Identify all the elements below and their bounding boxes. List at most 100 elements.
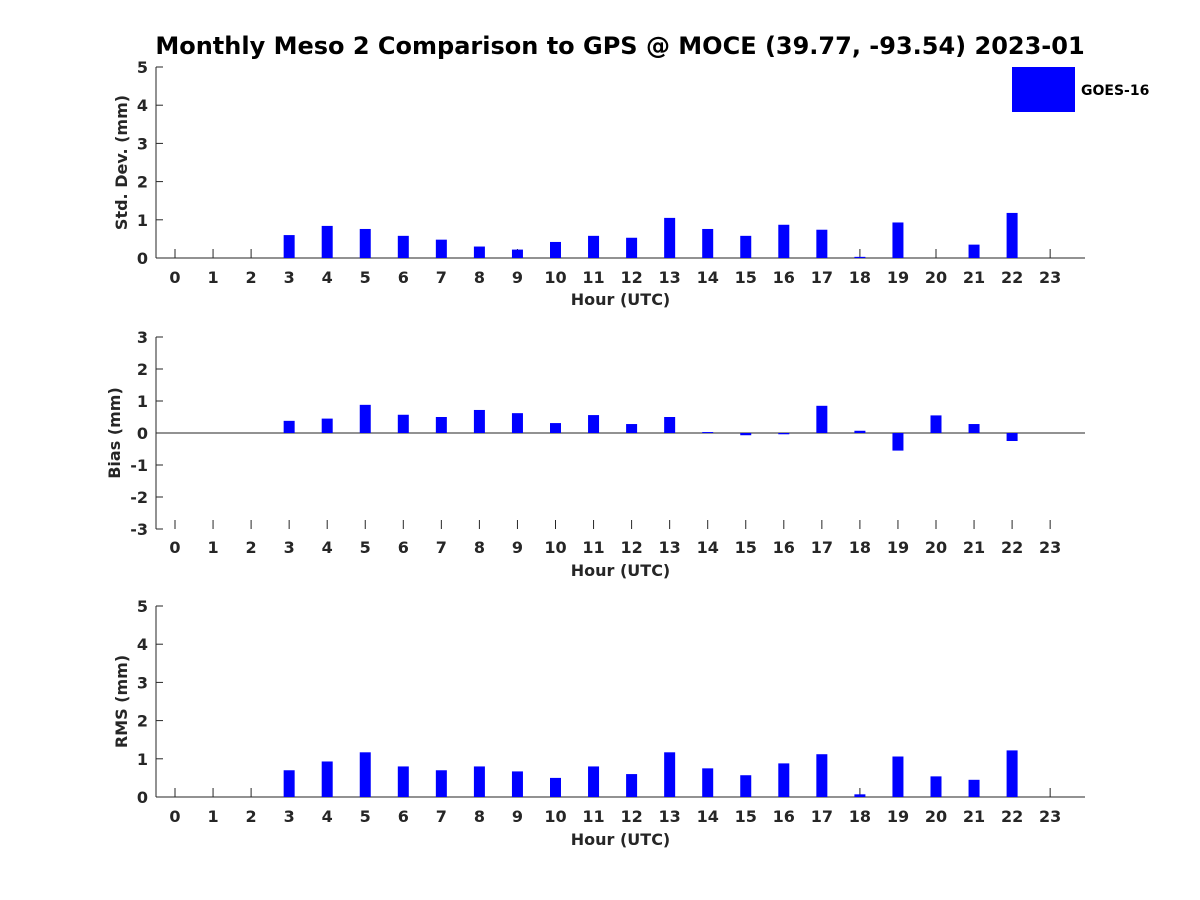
- legend-label: GOES-16: [1081, 83, 1149, 99]
- bias-x-tick-label: 5: [360, 538, 371, 557]
- bias-x-tick-label: 6: [398, 538, 409, 557]
- bias-x-tick-label: 15: [735, 538, 757, 557]
- std-dev-y-tick-label: 1: [137, 211, 148, 230]
- bias-x-tick-label: 21: [963, 538, 985, 557]
- bias-x-tick-label: 11: [582, 538, 604, 557]
- bias-y-tick-label: -2: [130, 488, 148, 507]
- rms-bar: [435, 770, 447, 797]
- bias-bar: [854, 430, 866, 433]
- bias-bar: [359, 404, 371, 433]
- bias-bar: [550, 423, 561, 433]
- rms-y-tick-label: 0: [137, 788, 148, 807]
- rms-bar: [816, 754, 828, 797]
- bias-x-tick-label: 2: [246, 538, 257, 557]
- std-dev-y-axis-label: Std. Dev. (mm): [112, 95, 131, 230]
- std-dev-bar: [740, 235, 752, 258]
- rms-x-tick-label: 10: [544, 807, 566, 826]
- rms-x-tick-label: 4: [322, 807, 333, 826]
- std-dev-bar: [892, 222, 904, 258]
- bias-x-tick-label: 22: [1001, 538, 1023, 557]
- bias-bar: [778, 433, 790, 435]
- bias-bar: [892, 433, 904, 451]
- std-dev-x-tick-label: 21: [963, 268, 985, 287]
- std-dev-bar: [511, 249, 523, 258]
- bias-y-tick-label: -3: [130, 520, 148, 539]
- std-dev-x-tick-label: 23: [1039, 268, 1061, 287]
- rms-x-tick-label: 22: [1001, 807, 1023, 826]
- bias-y-axis-label: Bias (mm): [105, 387, 124, 479]
- std-dev-x-tick-label: 1: [207, 268, 218, 287]
- std-dev-x-tick-label: 18: [849, 268, 871, 287]
- std-dev-bar: [359, 228, 371, 258]
- rms-x-tick-label: 7: [436, 807, 447, 826]
- bias-bar: [473, 409, 485, 433]
- bias-x-tick-label: 1: [207, 538, 218, 557]
- bias-bar: [968, 424, 980, 433]
- rms-y-tick-label: 5: [137, 597, 148, 616]
- std-dev-x-tick-label: 16: [773, 268, 795, 287]
- rms-bar: [588, 766, 600, 797]
- std-dev-x-axis-label: Hour (UTC): [571, 290, 671, 309]
- rms-bar: [854, 794, 866, 797]
- rms-x-axis-label: Hour (UTC): [571, 830, 671, 849]
- std-dev-x-tick-label: 8: [474, 268, 485, 287]
- rms-x-tick-label: 5: [360, 807, 371, 826]
- legend-swatch: [1012, 67, 1075, 112]
- rms-x-tick-label: 13: [659, 807, 681, 826]
- bias-bar: [397, 414, 409, 433]
- bias-x-tick-label: 4: [322, 538, 333, 557]
- rms-x-tick-label: 3: [284, 807, 295, 826]
- bias-x-axis-label: Hour (UTC): [571, 561, 671, 580]
- std-dev-x-tick-label: 13: [659, 268, 681, 287]
- rms-x-tick-label: 6: [398, 807, 409, 826]
- rms-y-tick-label: 1: [137, 750, 148, 769]
- rms-x-tick-label: 17: [811, 807, 833, 826]
- std-dev-bar: [778, 224, 790, 258]
- std-dev-bar: [321, 225, 333, 258]
- rms-bar: [283, 770, 295, 797]
- bias-x-tick-label: 0: [169, 538, 180, 557]
- bias-x-tick-label: 14: [697, 538, 719, 557]
- bias-bar: [664, 417, 676, 433]
- std-dev-bar: [968, 244, 980, 258]
- rms-bar: [930, 776, 942, 797]
- std-dev-bar: [702, 228, 714, 258]
- rms-x-tick-label: 9: [512, 807, 523, 826]
- rms-x-tick-label: 11: [582, 807, 604, 826]
- rms-x-tick-label: 21: [963, 807, 985, 826]
- std-dev-y-tick-label: 2: [137, 173, 148, 192]
- rms-x-tick-label: 23: [1039, 807, 1061, 826]
- rms-bar: [702, 768, 714, 797]
- std-dev-bar: [854, 256, 866, 258]
- rms-bar: [397, 766, 409, 797]
- bias-bar: [626, 424, 638, 433]
- bias-bar: [1006, 433, 1018, 441]
- bias-x-tick-label: 18: [849, 538, 871, 557]
- std-dev-y-tick-label: 3: [137, 134, 148, 153]
- rms-bar: [892, 756, 904, 797]
- std-dev-bar: [397, 235, 409, 258]
- std-dev-x-tick-label: 15: [735, 268, 757, 287]
- std-dev-bar: [816, 229, 828, 258]
- bias-x-tick-label: 19: [887, 538, 909, 557]
- std-dev-x-tick-label: 6: [398, 268, 409, 287]
- rms-bar: [511, 771, 523, 797]
- std-dev-y-tick-label: 5: [137, 58, 148, 77]
- rms-x-tick-label: 18: [849, 807, 871, 826]
- bias-bar: [816, 405, 828, 433]
- rms-bar: [359, 752, 371, 797]
- chart-title: Monthly Meso 2 Comparison to GPS @ MOCE …: [155, 32, 1084, 60]
- bias-y-tick-label: 2: [137, 360, 148, 379]
- rms-y-axis-label: RMS (mm): [112, 655, 131, 748]
- bias-x-tick-label: 7: [436, 538, 447, 557]
- rms-x-tick-label: 19: [887, 807, 909, 826]
- std-dev-bar: [550, 241, 561, 258]
- std-dev-x-tick-label: 20: [925, 268, 947, 287]
- std-dev-x-tick-label: 10: [544, 268, 566, 287]
- bias-bar: [511, 413, 523, 433]
- bias-y-tick-label: 1: [137, 392, 148, 411]
- std-dev-bar: [1006, 212, 1018, 258]
